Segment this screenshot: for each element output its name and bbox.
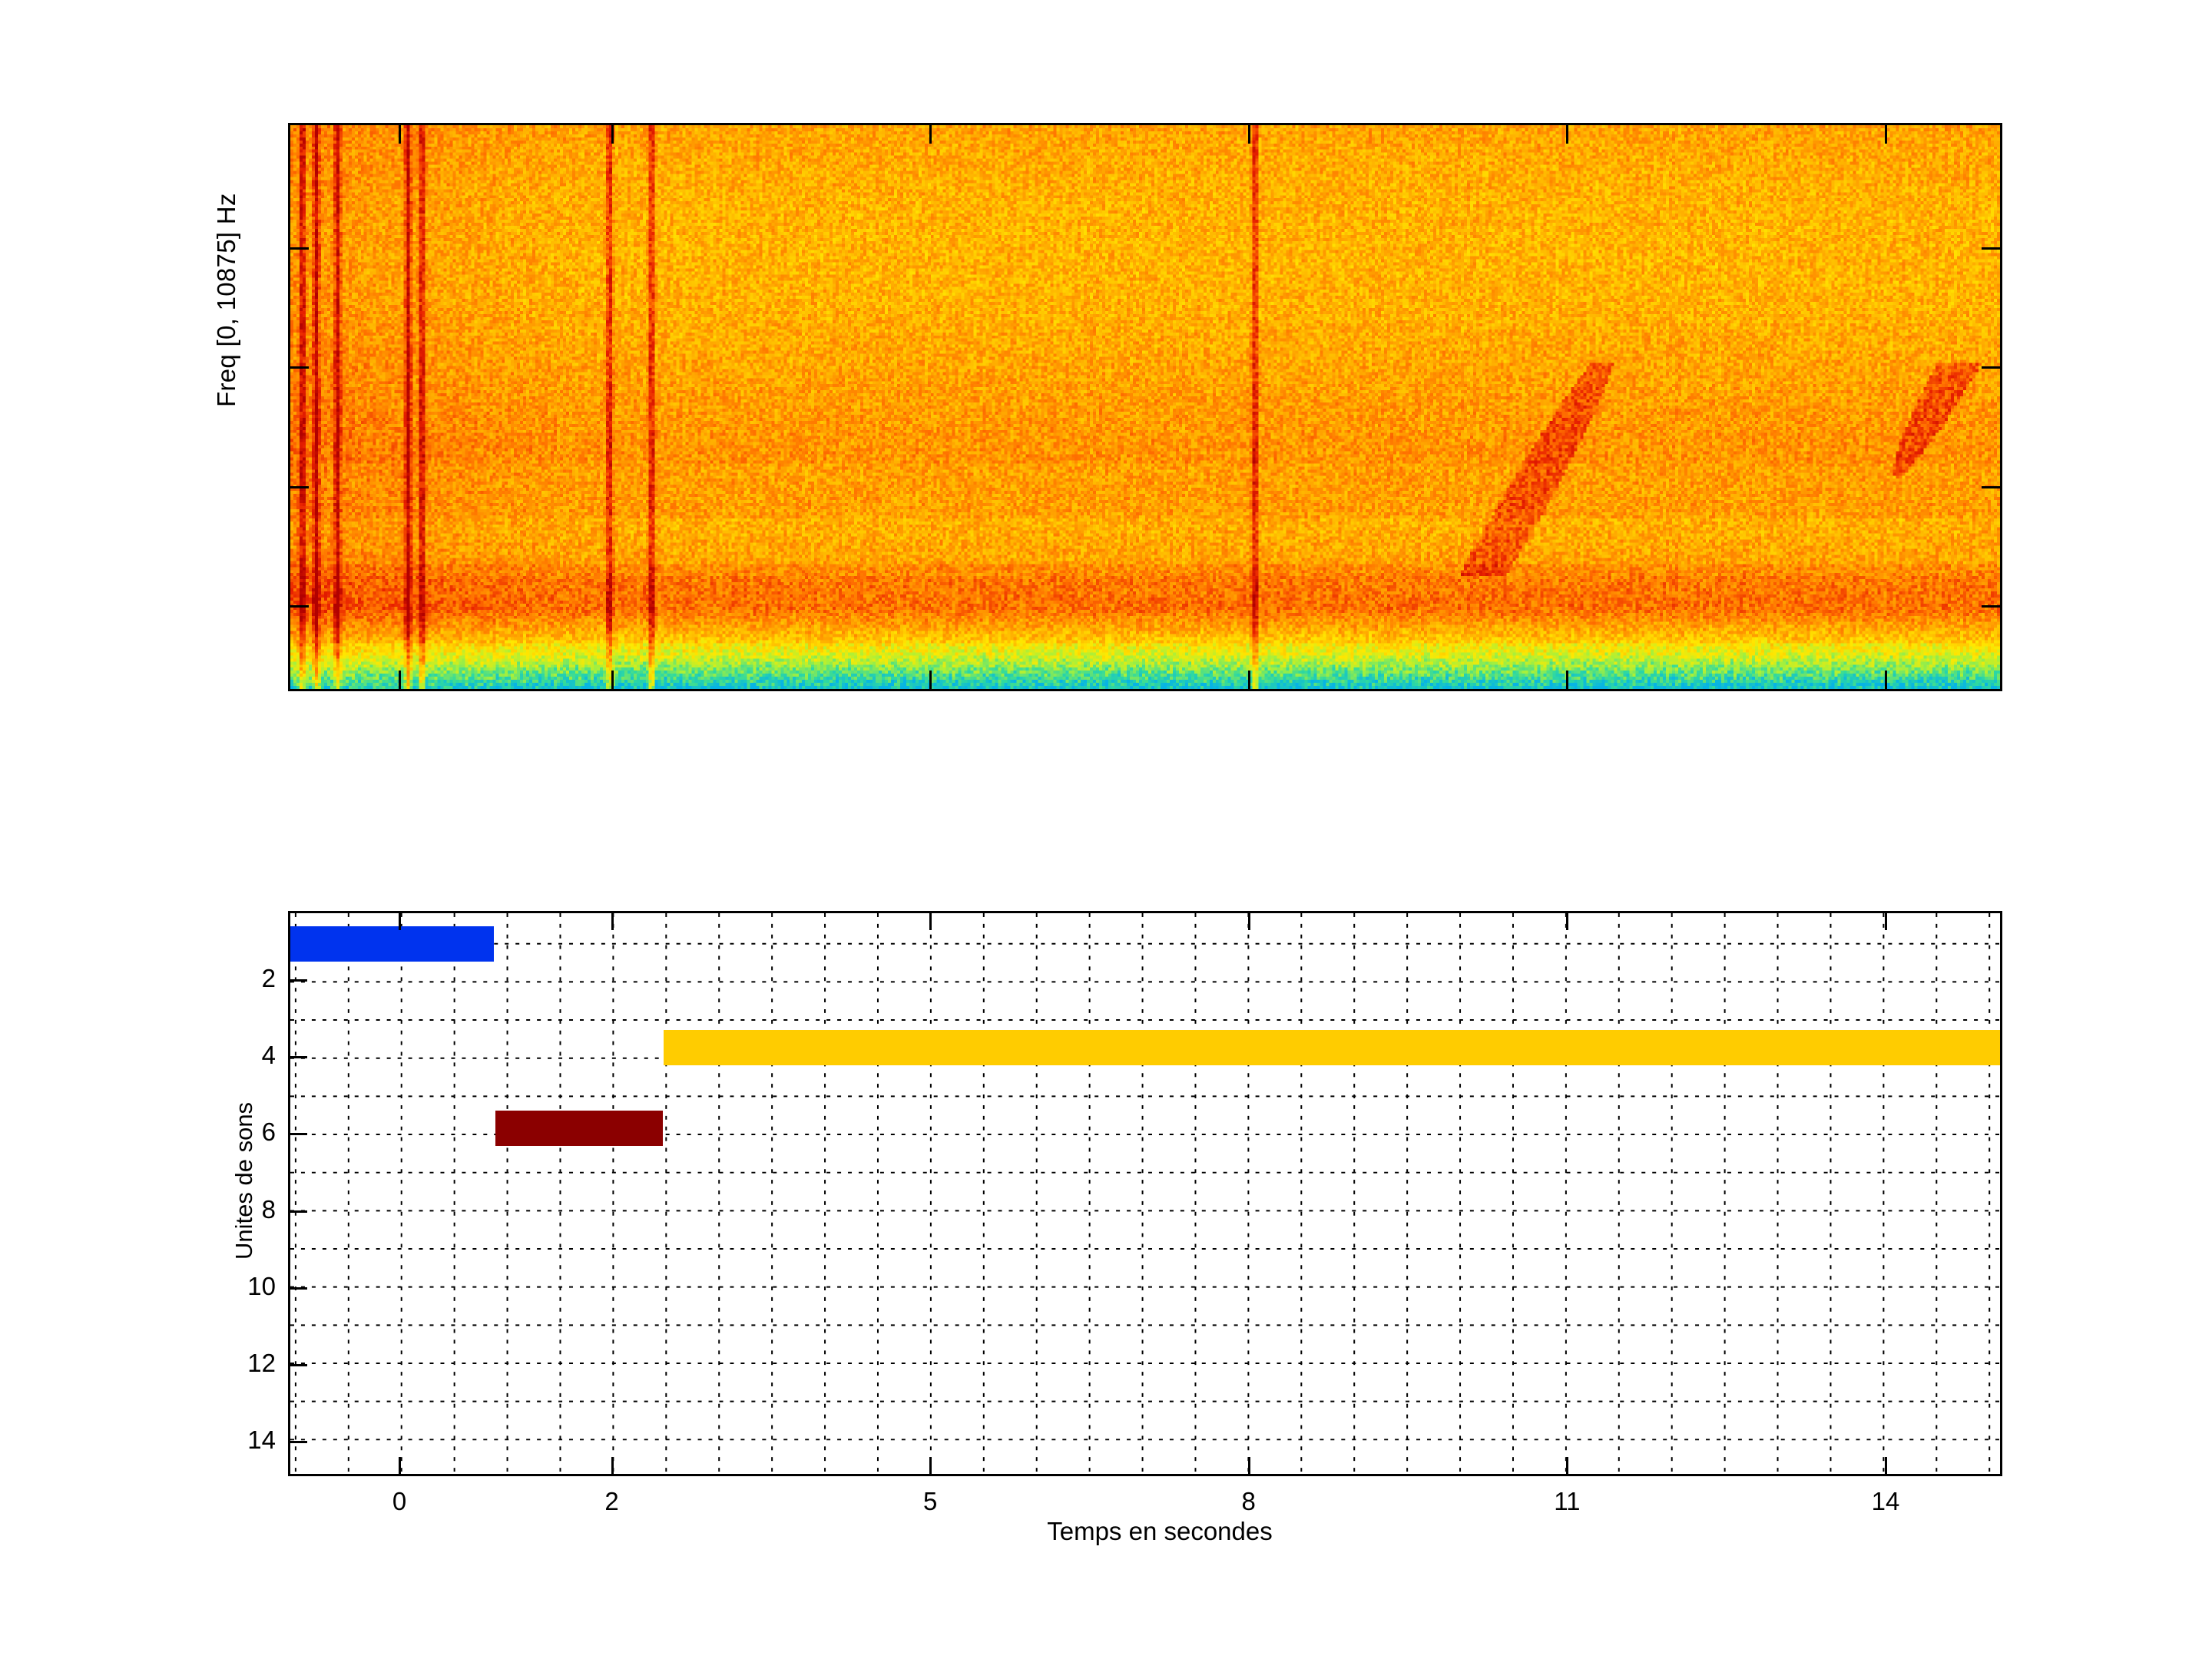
units-y-tick bbox=[290, 1210, 307, 1213]
units-x-tick-top bbox=[1566, 913, 1569, 930]
units-y-tick bbox=[290, 1440, 307, 1443]
spectrogram-y-tick bbox=[290, 366, 309, 369]
spectrogram-x-tick bbox=[929, 671, 932, 689]
units-x-tick-top bbox=[399, 913, 402, 930]
units-x-tick-label: 0 bbox=[392, 1487, 407, 1515]
units-of-sound-plot bbox=[288, 911, 2002, 1476]
spectrogram-x-tick bbox=[399, 125, 402, 144]
units-x-tick bbox=[1566, 1457, 1569, 1474]
units-x-tick-top bbox=[1884, 913, 1887, 930]
units-grid-lines bbox=[290, 913, 2000, 1474]
spectrogram-x-tick bbox=[611, 671, 614, 689]
units-x-tick bbox=[929, 1457, 932, 1474]
spectrogram-y-tick bbox=[1982, 247, 2000, 250]
spectrogram-y-tick bbox=[290, 605, 309, 608]
units-x-tick bbox=[399, 1457, 402, 1474]
units-x-axis-label-text: Temps en secondes bbox=[1047, 1517, 1273, 1545]
spectrogram-y-tick bbox=[1982, 605, 2000, 608]
spectrogram-x-tick bbox=[1566, 671, 1569, 689]
units-y-tick-label: 6 bbox=[261, 1118, 276, 1147]
units-y-axis-label: Unites de sons bbox=[230, 1101, 257, 1260]
spectrogram-x-tick bbox=[1566, 125, 1569, 144]
spectrogram-y-tick bbox=[1982, 366, 2000, 369]
spectrogram-x-tick bbox=[929, 125, 932, 144]
spectrogram-x-tick bbox=[1247, 671, 1250, 689]
spectrogram-y-axis-label: Freq [0, 10875] Hz bbox=[212, 193, 240, 407]
spectrogram-x-tick bbox=[1884, 671, 1887, 689]
spectrogram-x-tick bbox=[611, 125, 614, 144]
units-x-tick-label: 2 bbox=[604, 1487, 619, 1515]
units-x-tick-top bbox=[611, 913, 614, 930]
units-x-tick-label: 8 bbox=[1241, 1487, 1256, 1515]
units-x-tick bbox=[1884, 1457, 1887, 1474]
spectrogram-image bbox=[290, 125, 2000, 689]
spectrogram-y-tick bbox=[1982, 485, 2000, 488]
units-y-tick-label: 8 bbox=[261, 1194, 276, 1224]
units-y-tick-label: 14 bbox=[247, 1425, 276, 1454]
units-x-tick bbox=[1247, 1457, 1250, 1474]
units-x-tick-top bbox=[1247, 913, 1250, 930]
spectrogram-y-tick bbox=[290, 247, 309, 250]
spectrogram-x-tick bbox=[399, 671, 402, 689]
units-x-tick-label: 14 bbox=[1871, 1487, 1900, 1515]
units-y-tick-label: 2 bbox=[261, 964, 276, 993]
spectrogram-plot bbox=[288, 123, 2002, 691]
sound-unit-bar[interactable] bbox=[664, 1030, 2000, 1066]
units-y-tick bbox=[290, 1133, 307, 1136]
units-x-axis-label: Temps en secondes bbox=[0, 1517, 2212, 1546]
spectrogram-x-tick bbox=[1247, 125, 1250, 144]
units-y-tick bbox=[290, 1363, 307, 1366]
units-y-tick-label: 12 bbox=[247, 1348, 276, 1377]
units-x-tick-label: 11 bbox=[1554, 1487, 1581, 1515]
units-x-tick-top bbox=[929, 913, 932, 930]
sound-unit-bar[interactable] bbox=[290, 926, 495, 962]
units-y-tick-label: 4 bbox=[261, 1041, 276, 1070]
sound-unit-bar[interactable] bbox=[495, 1111, 664, 1147]
spectrogram-x-tick bbox=[1884, 125, 1887, 144]
units-y-tick bbox=[290, 979, 307, 982]
units-y-tick-label: 10 bbox=[247, 1271, 276, 1300]
units-x-tick-label: 5 bbox=[922, 1487, 938, 1515]
units-y-tick bbox=[290, 1286, 307, 1290]
units-x-tick bbox=[611, 1457, 614, 1474]
spectrogram-y-tick bbox=[290, 485, 309, 488]
units-y-tick bbox=[290, 1056, 307, 1059]
